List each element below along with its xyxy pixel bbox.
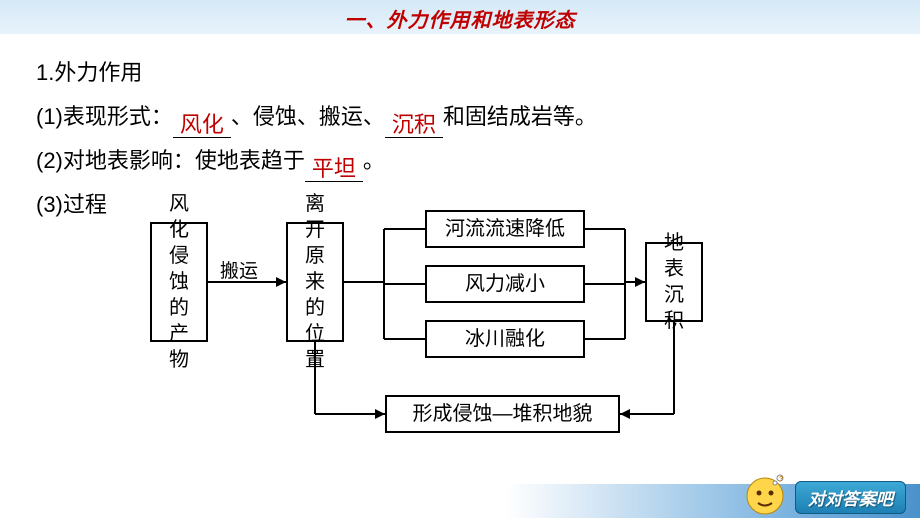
blank-3: 平坦 [305,153,363,182]
line-1: 1.外力作用 [36,52,884,94]
answer-3: 平坦 [312,156,356,181]
blank-1: 风化 [173,109,231,138]
svg-text:?: ? [779,476,783,483]
node-result-label: 形成侵蚀—堆积地貌 [413,401,593,427]
node-wind-label: 风力减小 [465,271,545,297]
node-result: 形成侵蚀—堆积地貌 [385,395,620,433]
node-leave-label: 离开原来的位置 [296,191,334,373]
header-band: 一、外力作用和地表形态 [0,0,920,34]
node-leave: 离开原来的位置 [286,222,344,342]
footer: ? 对对答案吧 [0,482,920,518]
node-weathering-label: 风化侵蚀的产物 [160,191,198,373]
thinking-emoji-icon: ? [740,468,790,518]
node-deposit: 地表沉积 [645,242,703,322]
check-answers-button[interactable]: 对对答案吧 [795,481,906,514]
l3-suffix: 。 [363,148,385,173]
node-weathering: 风化侵蚀的产物 [150,222,208,342]
process-diagram: 风化侵蚀的产物 离开原来的位置 河流流速降低 风力减小 冰川融化 地表沉积 形成… [150,210,790,450]
node-glacier: 冰川融化 [425,320,585,358]
node-river: 河流流速降低 [425,210,585,248]
node-deposit-label: 地表沉积 [655,230,693,334]
content-area: 1.外力作用 (1)表现形式： 风化、侵蚀、搬运、沉积和固结成岩等。 (2)对地表… [0,34,920,226]
node-river-label: 河流流速降低 [445,216,565,242]
line-3: (2)对地表影响：使地表趋于平坦。 [36,140,884,182]
l3-prefix: (2)对地表影响：使地表趋于 [36,148,305,173]
answer-2: 沉积 [392,112,436,137]
line-2: (1)表现形式： 风化、侵蚀、搬运、沉积和固结成岩等。 [36,96,884,138]
l2-prefix: (1)表现形式： [36,104,173,129]
l2-mid: 、侵蚀、搬运、 [231,104,385,129]
blank-2: 沉积 [385,109,443,138]
edge-label-transport: 搬运 [220,256,258,283]
l2-suffix: 和固结成岩等。 [443,104,597,129]
page-title: 一、外力作用和地表形态 [345,4,576,33]
node-wind: 风力减小 [425,265,585,303]
node-glacier-label: 冰川融化 [465,326,545,352]
answer-1: 风化 [180,112,224,137]
